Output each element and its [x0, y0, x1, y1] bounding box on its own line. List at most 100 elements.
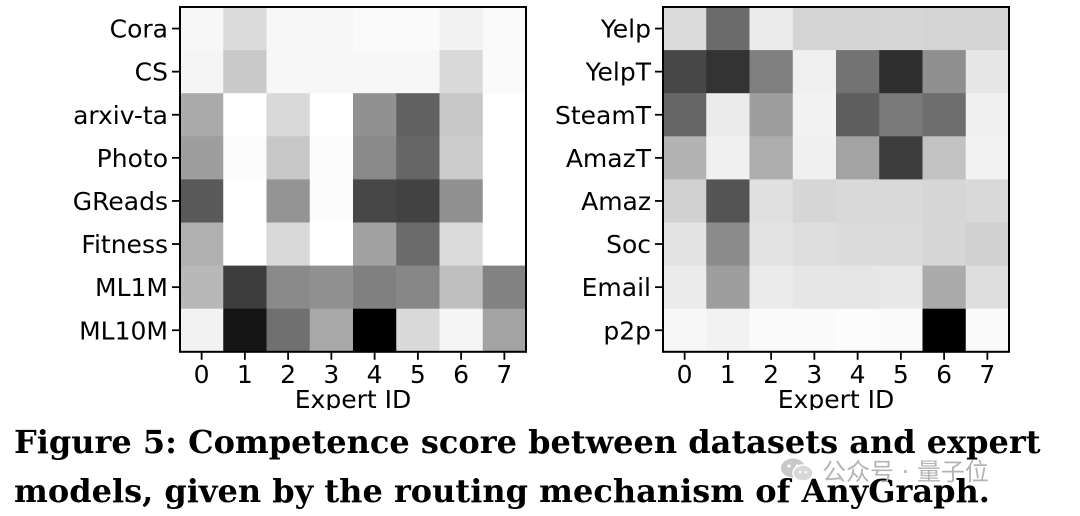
- heatmap-cell: [309, 136, 354, 180]
- heatmap-cell: [879, 50, 924, 94]
- y-tick-label: Cora: [110, 15, 168, 44]
- heatmap-cell: [922, 308, 967, 353]
- heatmap-cell: [353, 179, 397, 224]
- heatmap-cell: [922, 179, 967, 224]
- heatmap-cell: [792, 50, 837, 94]
- heatmap-cell: [792, 7, 837, 51]
- heatmap-cell: [353, 50, 397, 94]
- heatmap-cell: [749, 50, 794, 94]
- y-tick-label: AmazT: [566, 144, 652, 173]
- heatmap-cell: [266, 179, 311, 224]
- heatmap-cell: [223, 7, 268, 51]
- heatmap-cell: [663, 179, 707, 224]
- heatmap-cell: [266, 308, 311, 353]
- x-axis-label: Expert ID: [778, 385, 895, 410]
- heatmap-cell: [706, 50, 751, 94]
- x-tick-label: 6: [453, 360, 469, 389]
- heatmap-cell: [706, 179, 751, 224]
- y-tick-label: Photo: [97, 144, 168, 173]
- heatmap-cell: [792, 179, 837, 224]
- heatmap-cell: [309, 50, 354, 94]
- heatmap-cell: [353, 93, 397, 137]
- heatmap-cell: [439, 179, 484, 224]
- heatmap-cell: [309, 179, 354, 224]
- y-tick-label: ML10M: [79, 316, 168, 345]
- heatmap-cell: [266, 93, 311, 137]
- heatmap-cell: [439, 308, 484, 353]
- heatmap-cell: [749, 93, 794, 137]
- heatmap-cell: [439, 50, 484, 94]
- heatmap-cell: [965, 308, 1010, 353]
- heatmap-cell: [965, 222, 1010, 267]
- plot-frame: [179, 6, 527, 353]
- heatmap-cell: [482, 136, 527, 180]
- heatmap-cell: [396, 222, 441, 267]
- heatmap-cell: [353, 136, 397, 180]
- heatmap-cell: [223, 308, 268, 353]
- heatmap-cell: [836, 179, 880, 224]
- heatmap-cell: [180, 136, 224, 180]
- watermark-text: 公众号 · 量子位: [822, 458, 989, 486]
- heatmap-cell: [879, 179, 924, 224]
- y-tick-label: Soc: [606, 230, 651, 259]
- x-tick-label: 1: [720, 360, 736, 389]
- heatmap-cell: [706, 222, 751, 267]
- heatmap-cell: [396, 136, 441, 180]
- heatmap-cell: [396, 308, 441, 353]
- x-tick-label: 3: [323, 360, 339, 389]
- heatmap-cell: [922, 7, 967, 51]
- heatmap-cell: [922, 265, 967, 310]
- heatmap-cell: [965, 265, 1010, 310]
- heatmap-cell: [266, 7, 311, 51]
- heatmap-cell: [353, 222, 397, 267]
- heatmap-cell: [223, 93, 268, 137]
- heatmap-cell: [266, 265, 311, 310]
- heatmap-cell: [879, 308, 924, 353]
- heatmap-cell: [180, 308, 224, 353]
- heatmap-cell: [706, 7, 751, 51]
- heatmap-cell: [353, 7, 397, 51]
- heatmap-cell: [396, 179, 441, 224]
- heatmap-cell: [309, 93, 354, 137]
- heatmap-cell: [439, 265, 484, 310]
- y-tick-label: arxiv-ta: [73, 101, 168, 130]
- x-tick-label: 0: [677, 360, 693, 389]
- heatmap-cell: [439, 7, 484, 51]
- heatmap-cell: [439, 136, 484, 180]
- heatmap-cell: [482, 308, 527, 353]
- heatmap-cell: [180, 93, 224, 137]
- heatmap-cell: [879, 222, 924, 267]
- heatmap-cell: [706, 308, 751, 353]
- heatmap-cell: [266, 50, 311, 94]
- heatmap-cell: [439, 222, 484, 267]
- heatmap-cell: [879, 7, 924, 51]
- heatmap-cell: [223, 136, 268, 180]
- heatmap-cell: [922, 93, 967, 137]
- heatmap-cell: [836, 93, 880, 137]
- heatmap-cell: [439, 93, 484, 137]
- x-tick-label: 2: [280, 360, 296, 389]
- heatmap-cell: [749, 7, 794, 51]
- heatmap-cell: [965, 50, 1010, 94]
- y-tick-label: p2p: [603, 316, 651, 345]
- heatmap-cell: [879, 93, 924, 137]
- y-tick-label: Amaz: [581, 187, 651, 216]
- heatmap-cell: [353, 265, 397, 310]
- heatmap-cell: [879, 265, 924, 310]
- heatmap-cell: [266, 222, 311, 267]
- heatmap-cell: [663, 308, 707, 353]
- heatmap-cell: [309, 7, 354, 51]
- heatmap-cell: [482, 222, 527, 267]
- x-tick-label: 3: [806, 360, 822, 389]
- heatmap-cell: [922, 136, 967, 180]
- heatmap-cell: [396, 93, 441, 137]
- x-tick-label: 4: [850, 360, 866, 389]
- watermark: 公众号 · 量子位: [780, 452, 989, 487]
- x-tick-label: 7: [496, 360, 512, 389]
- heatmap-cell: [965, 136, 1010, 180]
- heatmap-cell: [223, 179, 268, 224]
- x-tick-label: 4: [367, 360, 383, 389]
- x-tick-label: 5: [410, 360, 426, 389]
- heatmap-cell: [836, 222, 880, 267]
- heatmap-cell: [223, 222, 268, 267]
